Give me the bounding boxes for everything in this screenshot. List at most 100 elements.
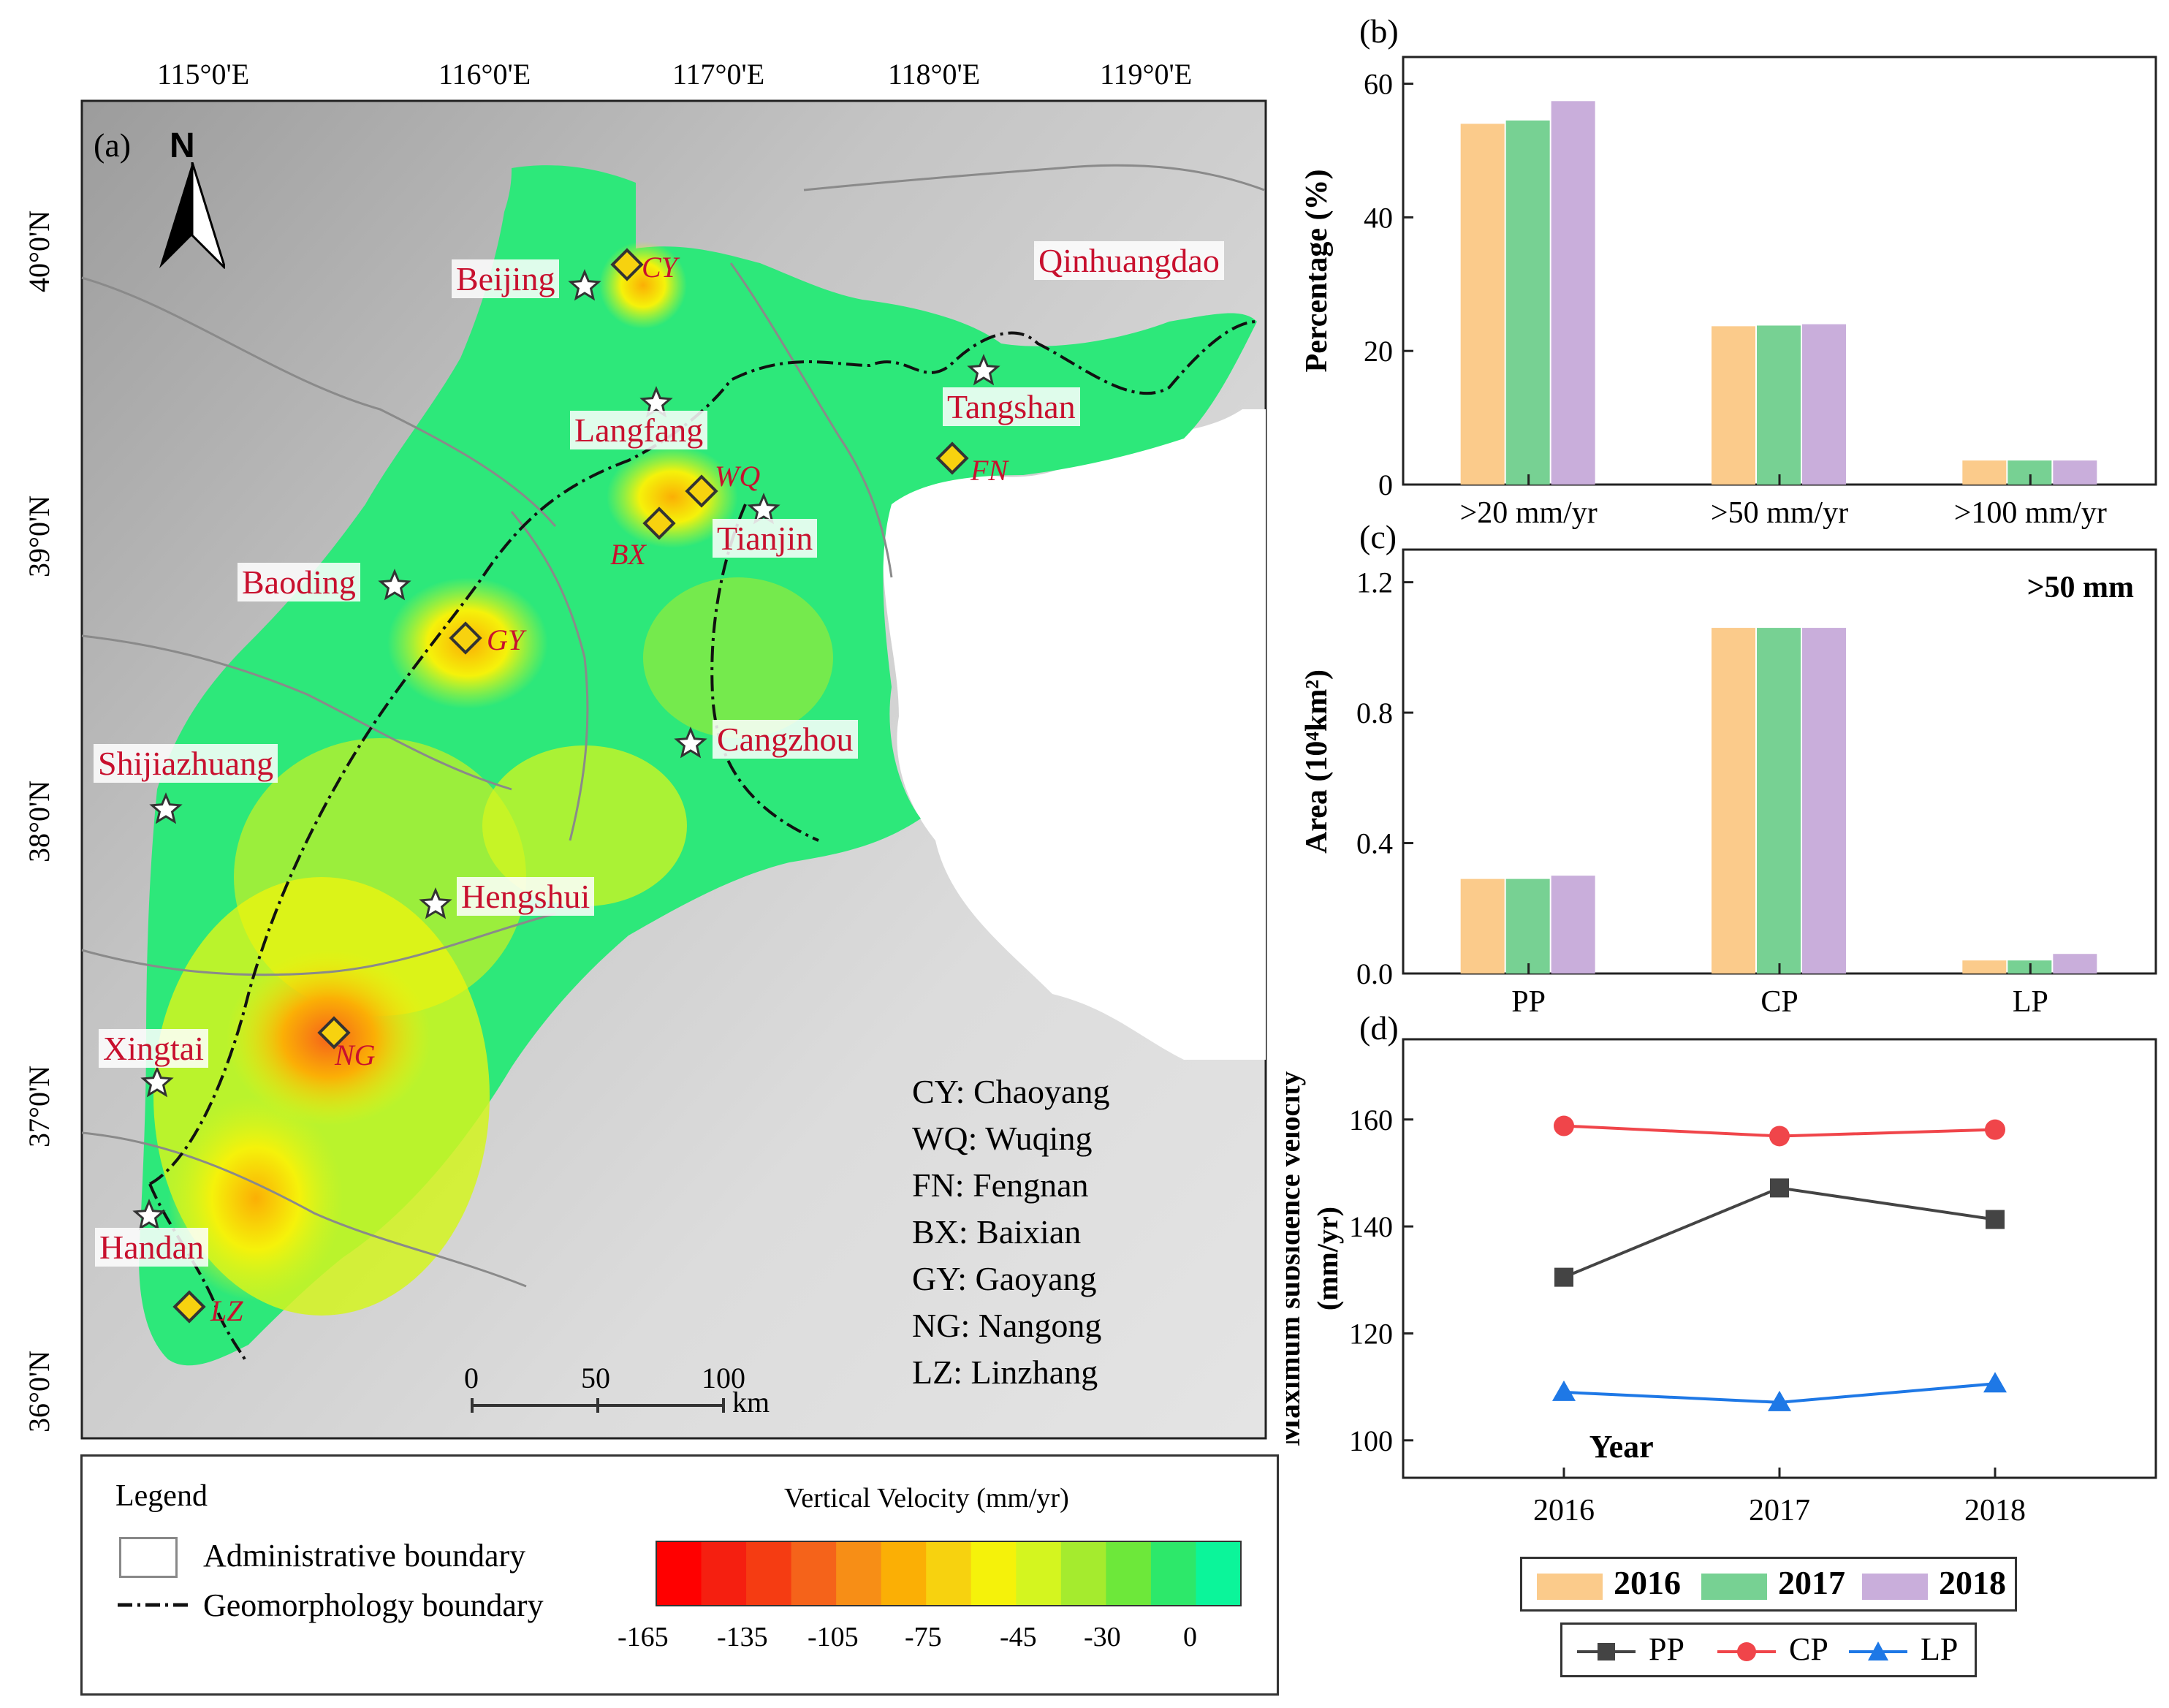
city-star-icon	[639, 386, 673, 418]
site-label: CY	[642, 251, 677, 284]
point-CP	[1985, 1119, 2005, 1140]
legend-label-2018: 2018	[1939, 1564, 2006, 1601]
plot-frame	[1402, 1038, 2157, 1479]
y-tick-label: 0.8	[1356, 697, 1393, 729]
site-legend: CY: Chaoyang WQ: Wuqing FN: Fengnan BX: …	[912, 1069, 1109, 1396]
y-axis-label: Area (10⁴km²)	[1300, 669, 1334, 854]
x-axis-label: Year	[1589, 1429, 1654, 1465]
scalebar-tick: 50	[581, 1362, 610, 1394]
site-legend-item: FN: Fengnan	[912, 1166, 1089, 1204]
point-PP	[1770, 1178, 1789, 1198]
site-label: BX	[610, 538, 646, 571]
city-star-icon	[149, 792, 183, 824]
x-tick-label: >100 mm/yr	[1954, 496, 2107, 530]
charts-svg: 0 20 40 60 >20 mm/yr >50 mm/yr >100 mm/yr (b) Pe…	[1286, 12, 2157, 1527]
y-tick-label: 60	[1364, 68, 1393, 101]
x-tick-label: >50 mm/yr	[1711, 496, 1848, 530]
bar-2016	[1712, 628, 1755, 973]
scalebar-tick: 100	[702, 1362, 745, 1394]
legend-swatch-2016	[1537, 1574, 1603, 1600]
bar-2016	[1460, 124, 1505, 485]
lp-marker-icon	[1868, 1641, 1888, 1660]
bar-2016	[1460, 878, 1505, 973]
colorbar-swatch	[1106, 1541, 1152, 1606]
colorbar-tick: -105	[808, 1622, 859, 1652]
scalebar	[471, 1398, 725, 1413]
city-star-icon	[674, 726, 707, 759]
bar-2018	[1802, 628, 1846, 973]
city-label: Xingtai	[99, 1029, 208, 1068]
point-CP	[1554, 1115, 1574, 1136]
bar-2016	[1962, 460, 2007, 485]
bar-2017	[1505, 878, 1550, 973]
legend-box: Legend Administrative boundary Geomorpho…	[80, 1454, 1279, 1696]
bar-2016	[1712, 326, 1755, 485]
legend-swatch-2018	[1862, 1574, 1928, 1600]
site-legend-item: GY: Gaoyang	[912, 1260, 1097, 1297]
legend-label-2017: 2017	[1778, 1564, 1845, 1601]
colorbar-swatch	[656, 1541, 702, 1606]
y-tick-label: 20	[1364, 335, 1393, 368]
lon-tick: 119°0'E	[1100, 58, 1193, 91]
chart-annotation: >50 mm	[2027, 571, 2134, 604]
bar-2016	[1962, 960, 2007, 973]
bar-2018	[1551, 101, 1595, 485]
colorbar-tick: -75	[905, 1622, 942, 1652]
city-label: Cangzhou	[713, 720, 858, 759]
colorbar-tick: -135	[717, 1622, 768, 1652]
y-tick-label: 0.0	[1356, 957, 1393, 990]
y-tick-label: 160	[1349, 1104, 1393, 1136]
colorbar-swatch	[836, 1541, 882, 1606]
city-label: Baoding	[238, 563, 360, 601]
point-LP	[1552, 1380, 1576, 1401]
y-tick-label: 0	[1378, 468, 1393, 501]
colorbar-swatch	[1060, 1541, 1106, 1606]
x-tick-label: 2017	[1749, 1494, 1810, 1527]
colorbar-swatch	[1016, 1541, 1062, 1606]
admin-boundaries	[81, 164, 1265, 1288]
north-arrow-icon	[159, 162, 225, 270]
point-LP	[1983, 1372, 2007, 1393]
colorbar-tick: -165	[618, 1622, 669, 1652]
panel-label: (c)	[1359, 518, 1397, 555]
y-tick-label: 100	[1349, 1424, 1393, 1457]
city-markers	[132, 248, 1000, 1324]
map-panel-label: (a)	[94, 126, 132, 164]
city-label: Qinhuangdao	[1034, 241, 1224, 280]
x-tick-label: 2016	[1533, 1494, 1595, 1527]
bar-2018	[1802, 324, 1846, 485]
lon-tick: 117°0'E	[672, 58, 765, 91]
site-label: FN	[970, 454, 1008, 487]
scalebar-tick: 0	[464, 1362, 479, 1394]
colorbar-swatch	[1196, 1541, 1242, 1606]
site-diamond-icon	[317, 1016, 351, 1050]
city-label: Tangshan	[943, 387, 1080, 426]
x-tick-label: PP	[1511, 985, 1546, 1019]
site-diamond-icon	[172, 1290, 206, 1324]
pp-marker-icon	[1598, 1643, 1615, 1660]
legend-label-lp: LP	[1921, 1631, 1959, 1667]
site-diamond-icon	[610, 248, 644, 281]
legend-label-pp: PP	[1649, 1631, 1684, 1667]
lon-tick: 116°0'E	[438, 58, 531, 91]
x-tick-label: >20 mm/yr	[1460, 496, 1598, 530]
y-tick-label: 0.4	[1356, 827, 1393, 860]
city-label: Handan	[95, 1228, 209, 1267]
point-PP	[1554, 1267, 1573, 1287]
admin-boundary-label: Administrative boundary	[203, 1538, 526, 1574]
colorbar-swatch	[970, 1541, 1017, 1606]
site-diamond-icon	[642, 506, 676, 540]
city-star-icon	[140, 1066, 174, 1098]
bar-2018	[1551, 876, 1595, 973]
colorbar-swatch	[1150, 1541, 1196, 1606]
x-tick-label: CP	[1760, 985, 1798, 1019]
north-label: N	[170, 126, 195, 165]
site-label: WQ	[715, 460, 761, 493]
year-legend: 2016 2017 2018	[1520, 1557, 2017, 1612]
colorbar-swatch	[746, 1541, 792, 1606]
point-LP	[1768, 1390, 1791, 1411]
x-tick-label: 2018	[1964, 1494, 2026, 1527]
legend-title: Legend	[115, 1479, 208, 1513]
geomorphology-label: Geomorphology boundary	[203, 1587, 544, 1623]
scalebar-unit: km	[732, 1386, 770, 1419]
